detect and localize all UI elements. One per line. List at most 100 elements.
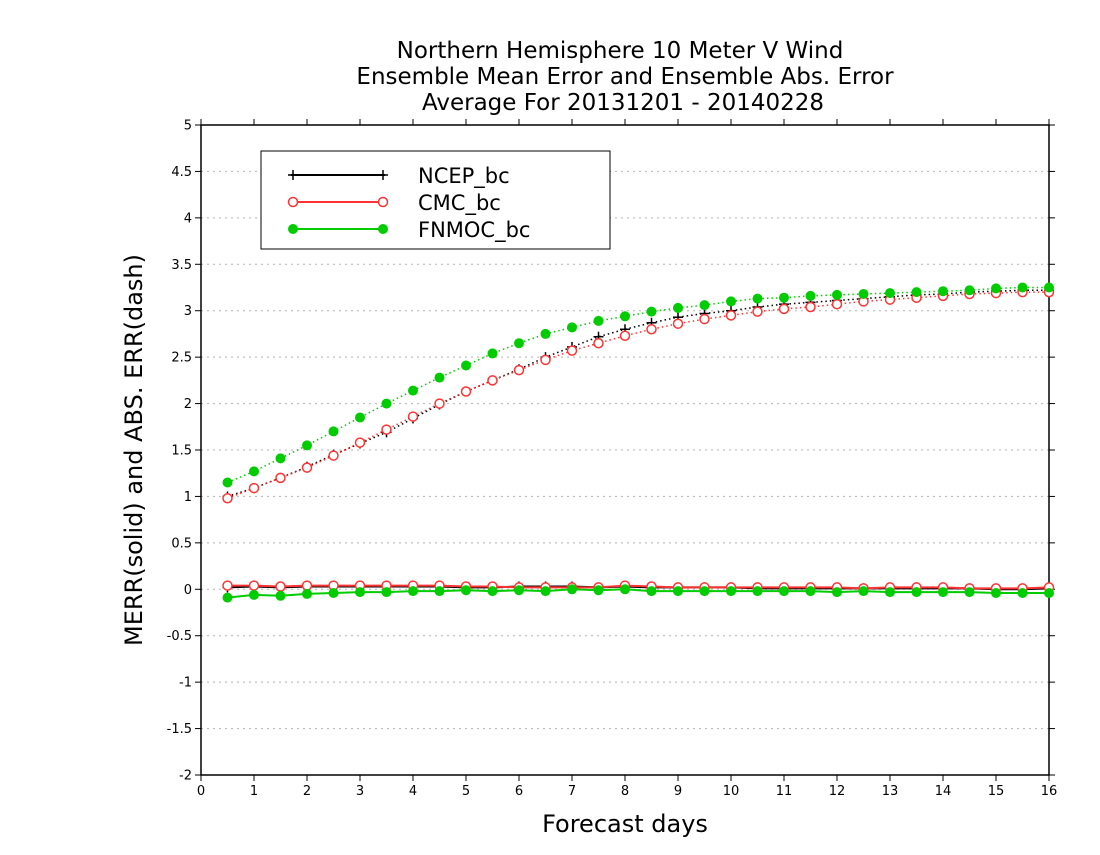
x-tick-label: 6 [515, 784, 523, 799]
abs-err-point-cmc_bc [725, 310, 737, 321]
y-tick-label: 1 [184, 490, 192, 505]
x-tick-label: 9 [674, 784, 682, 799]
grid-layer [201, 170, 1049, 730]
y-tick-label: 2.5 [171, 351, 192, 366]
x-tick-label: 7 [568, 784, 576, 799]
abs-err-point-cmc_bc [248, 482, 260, 494]
x-tick-label: 5 [462, 784, 470, 799]
merr-point-fnmoc_bc [249, 589, 259, 600]
abs-err-point-fnmoc_bc [911, 287, 922, 298]
legend-label-fnmoc_bc: FNMOC_bc [418, 218, 530, 243]
y-tick-label: -2 [179, 769, 192, 784]
x-tick-label: 0 [197, 784, 205, 799]
abs-err-point-cmc_bc [222, 493, 233, 504]
abs-err-point-fnmoc_bc [858, 289, 869, 299]
abs-err-point-fnmoc_bc [1044, 282, 1054, 293]
y-tick-label: -1 [179, 676, 192, 691]
merr-point-fnmoc_bc [567, 584, 577, 595]
y-tick-label: 0.5 [171, 536, 192, 551]
abs-err-point-cmc_bc [778, 303, 790, 315]
abs-err-point-cmc_bc [593, 337, 604, 349]
merr-point-fnmoc_bc [885, 587, 895, 598]
merr-point-cmc_bc [222, 580, 233, 591]
abs-err-point-fnmoc_bc [964, 285, 975, 296]
merr-point-fnmoc_bc [222, 592, 233, 603]
legend-marker-ncep_bc [378, 170, 388, 180]
abs-err-point-fnmoc_bc [938, 286, 948, 297]
merr-point-fnmoc_bc [938, 587, 948, 598]
title-line-1: Northern Hemisphere 10 Meter V Wind [397, 38, 844, 64]
merr-point-fnmoc_bc [832, 587, 842, 598]
x-tick-label: 8 [621, 784, 629, 799]
abs-err-point-cmc_bc [672, 318, 684, 329]
merr-point-fnmoc_bc [487, 586, 498, 597]
abs-err-line-ncep_bc [227, 289, 1049, 498]
x-tick-label: 13 [882, 784, 899, 799]
x-tick-label: 14 [935, 784, 952, 799]
abs-err-point-fnmoc_bc [275, 453, 286, 464]
abs-err-point-fnmoc_bc [805, 290, 816, 301]
legend-box [260, 150, 611, 250]
merr-point-fnmoc_bc [1044, 588, 1054, 598]
x-tick-label: 3 [356, 784, 364, 799]
x-axis-label: Forecast days [542, 810, 708, 838]
abs-err-point-cmc_bc [301, 462, 313, 473]
abs-err-point-cmc_bc [275, 472, 286, 484]
y-tick-label: 4 [184, 211, 192, 226]
y-axis-label: MERR(solid) and ABS. ERR(dash) [120, 254, 148, 646]
merr-point-fnmoc_bc [964, 587, 975, 598]
abs-err-point-fnmoc_bc [593, 315, 604, 326]
y-tick-label: -1.5 [167, 722, 192, 737]
abs-err-point-fnmoc_bc [514, 338, 524, 349]
merr-point-fnmoc_bc [858, 586, 869, 597]
y-tick-label: 3.5 [171, 258, 192, 273]
x-tick-label: 2 [303, 784, 311, 799]
abs-err-point-fnmoc_bc [832, 289, 842, 300]
title-line-3: Average For 20131201 - 20140228 [422, 90, 824, 116]
merr-point-fnmoc_bc [1017, 588, 1028, 598]
merr-point-fnmoc_bc [355, 587, 365, 598]
merr-point-cmc_bc [301, 580, 313, 591]
y-tick-label: 1.5 [171, 444, 192, 459]
abs-err-point-fnmoc_bc [249, 466, 259, 477]
merr-point-fnmoc_bc [328, 588, 339, 598]
merr-point-fnmoc_bc [302, 588, 312, 599]
abs-err-point-fnmoc_bc [328, 426, 339, 437]
merr-point-fnmoc_bc [408, 586, 418, 597]
merr-point-fnmoc_bc [593, 585, 604, 596]
x-tick-label: 10 [723, 784, 740, 799]
y-tick-label: 5 [184, 119, 192, 134]
abs-err-point-fnmoc_bc [487, 348, 498, 359]
legend-marker-fnmoc_bc [288, 224, 298, 234]
abs-err-point-cmc_bc [646, 324, 657, 335]
legend-marker-fnmoc_bc [378, 224, 388, 234]
abs-err-point-cmc_bc [831, 298, 843, 310]
abs-err-point-cmc_bc [460, 386, 472, 397]
abs-err-point-fnmoc_bc [752, 293, 763, 304]
abs-err-point-fnmoc_bc [461, 360, 471, 371]
abs-err-point-cmc_bc [805, 301, 816, 313]
x-tick-label: 1 [250, 784, 258, 799]
abs-err-point-cmc_bc [513, 364, 525, 376]
merr-point-fnmoc_bc [752, 586, 763, 597]
legend-label-ncep_bc: NCEP_bc [418, 164, 510, 189]
merr-point-fnmoc_bc [540, 586, 551, 597]
x-tick-label: 11 [776, 784, 793, 799]
abs-err-point-fnmoc_bc [1017, 282, 1028, 293]
merr-point-fnmoc_bc [805, 586, 816, 597]
merr-point-fnmoc_bc [673, 586, 683, 597]
abs-err-point-fnmoc_bc [885, 288, 895, 299]
abs-err-point-cmc_bc [328, 450, 339, 461]
abs-err-point-fnmoc_bc [567, 322, 577, 333]
legend-label-cmc_bc: CMC_bc [418, 191, 501, 216]
abs-err-point-fnmoc_bc [991, 283, 1001, 294]
abs-err-point-fnmoc_bc [302, 440, 312, 451]
merr-point-cmc_bc [248, 580, 260, 591]
y-tick-label: 0 [184, 583, 192, 598]
abs-err-point-cmc_bc [354, 437, 366, 448]
merr-point-fnmoc_bc [514, 585, 524, 596]
merr-point-fnmoc_bc [911, 587, 922, 598]
axis-layer: -2-1.5-1-0.500.511.522.533.544.550 1 2 3 4 5 6… [167, 119, 1058, 800]
